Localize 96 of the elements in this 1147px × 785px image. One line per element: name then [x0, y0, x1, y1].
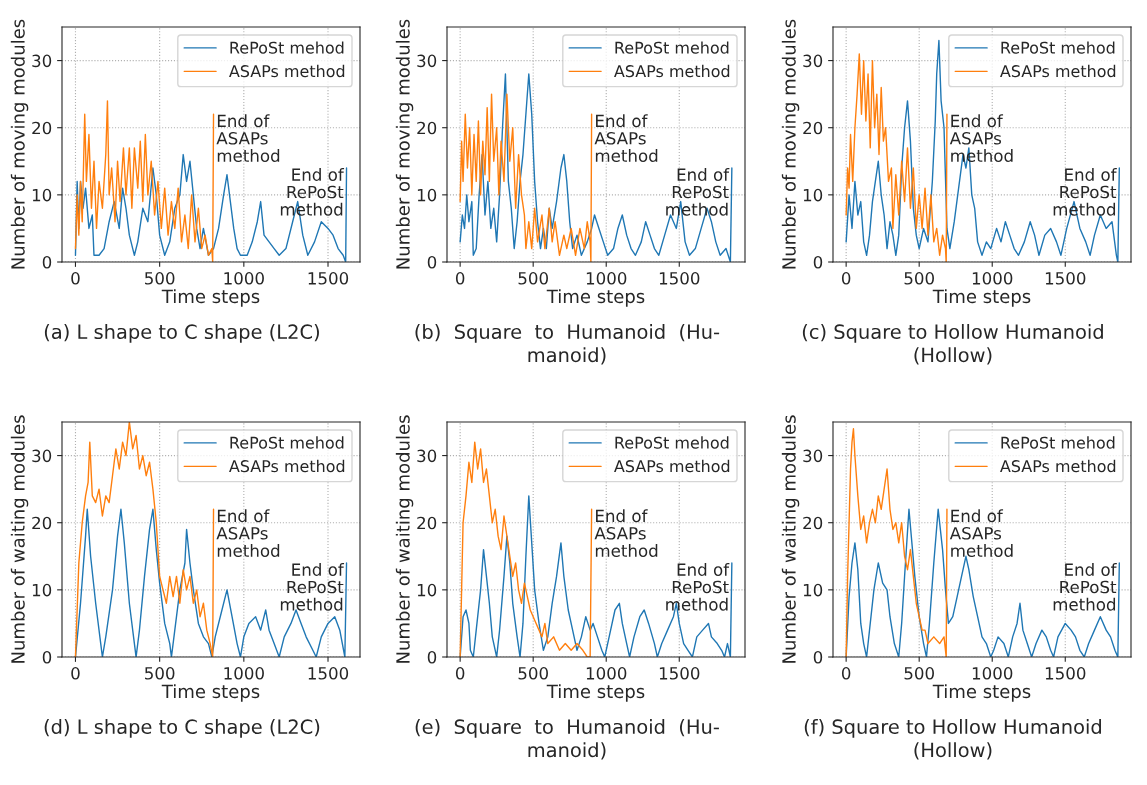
legend-label: ASAPs method — [1000, 64, 1116, 78]
line-series — [74, 422, 215, 657]
y-tick-label: 10 — [803, 188, 823, 202]
annotation: End of ASAPs method — [594, 509, 658, 557]
x-tick-label: 1000 — [586, 667, 627, 680]
y-tick-label: 20 — [803, 121, 823, 135]
annotation: End of ASAPs method — [216, 509, 280, 557]
x-tick-label: 1000 — [586, 272, 627, 285]
y-axis-title: Number of moving modules — [395, 19, 414, 269]
x-tick-label: 0 — [71, 667, 80, 680]
x-tick-label: 500 — [904, 272, 934, 285]
x-tick-label: 0 — [841, 667, 851, 680]
legend-label: ASAPs method — [229, 64, 345, 78]
x-tick-label: 500 — [518, 272, 548, 285]
line-series — [845, 53, 948, 262]
y-tick-label: 30 — [417, 449, 437, 463]
x-tick-label: 1500 — [659, 272, 700, 285]
x-tick-label: 500 — [145, 272, 175, 285]
x-axis-title: Time steps — [546, 684, 645, 702]
y-tick-label: 0 — [42, 255, 52, 269]
y-tick-label: 0 — [813, 650, 823, 664]
y-axis-title: Number of moving modules — [10, 19, 29, 269]
x-tick-label: 1500 — [659, 667, 700, 680]
y-tick-label: 10 — [32, 583, 52, 597]
x-tick-label: 1000 — [224, 667, 264, 680]
x-axis-title: Time steps — [932, 684, 1031, 702]
annotation: End of ASAPs method — [949, 509, 1013, 557]
x-tick-label: 500 — [145, 667, 175, 680]
text: (e) Square to Humanoid (Hu- manoid) — [415, 719, 719, 760]
annotation: End of RePoSt method — [666, 563, 730, 611]
y-axis-title: Number of moving modules — [781, 19, 800, 269]
x-tick-label: 500 — [904, 667, 934, 680]
annotation: End of RePoSt method — [280, 563, 345, 611]
y-tick-label: 30 — [32, 54, 52, 68]
line-series — [74, 508, 348, 657]
y-tick-label: 20 — [417, 516, 437, 530]
x-tick-label: 1500 — [1045, 272, 1086, 285]
y-tick-label: 30 — [803, 449, 823, 463]
x-tick-label: 500 — [518, 667, 548, 680]
annotation: End of ASAPs method — [216, 114, 280, 162]
text: (c) Square to Hollow Humanoid (Hollow) — [802, 324, 1103, 365]
legend-label: ASAPs method — [1000, 459, 1116, 473]
text: (b) Square to Humanoid (Hu- manoid) — [415, 324, 720, 365]
y-tick-label: 10 — [32, 188, 52, 202]
legend-label: ASAPs method — [229, 459, 345, 473]
x-axis-title: Time steps — [161, 684, 260, 702]
line-series — [845, 428, 948, 657]
x-tick-label: 1500 — [308, 667, 349, 680]
y-tick-label: 20 — [32, 121, 52, 135]
y-tick-label: 30 — [803, 54, 823, 68]
line-series — [459, 441, 593, 657]
x-axis-title: Time steps — [161, 289, 260, 307]
legend-label: ASAPs method — [614, 459, 730, 473]
y-tick-label: 0 — [427, 255, 437, 269]
y-tick-label: 0 — [42, 650, 52, 664]
y-tick-label: 0 — [427, 650, 437, 664]
y-tick-label: 10 — [417, 583, 437, 597]
y-axis-title: Number of waiting modules — [781, 415, 800, 663]
legend-label: RePoSt mehod — [615, 41, 729, 54]
legend-label: RePoSt mehod — [615, 436, 729, 449]
y-tick-label: 30 — [417, 54, 437, 68]
text: (d) L shape to C shape (L2C) — [44, 719, 320, 738]
x-axis-title: Time steps — [932, 289, 1031, 307]
y-tick-label: 20 — [32, 516, 52, 530]
y-tick-label: 10 — [417, 188, 437, 202]
x-tick-label: 0 — [455, 667, 465, 680]
line-series — [459, 495, 733, 657]
line-series — [845, 508, 1121, 657]
legend-label: RePoSt mehod — [230, 436, 344, 449]
y-tick-label: 0 — [813, 255, 823, 269]
x-tick-label: 0 — [841, 272, 851, 285]
y-axis-title: Number of waiting modules — [395, 415, 414, 663]
annotation: End of RePoSt method — [1053, 563, 1117, 611]
y-tick-label: 20 — [803, 516, 823, 530]
line-series — [74, 100, 215, 262]
x-tick-label: 0 — [455, 272, 465, 285]
annotation: End of ASAPs method — [594, 114, 658, 162]
line-series — [459, 93, 593, 262]
y-tick-label: 10 — [803, 583, 823, 597]
x-tick-label: 0 — [71, 272, 80, 285]
x-tick-label: 1500 — [1045, 667, 1086, 680]
x-tick-label: 1000 — [972, 272, 1013, 285]
y-tick-label: 20 — [417, 121, 437, 135]
text: (a) L shape to C shape (L2C) — [44, 324, 319, 343]
text: (f) Square to Hollow Humanoid (Hollow) — [804, 719, 1101, 760]
legend-label: RePoSt mehod — [1001, 436, 1115, 449]
legend-label: RePoSt mehod — [1001, 41, 1115, 54]
y-tick-label: 30 — [32, 449, 52, 463]
x-tick-label: 1000 — [224, 272, 264, 285]
x-axis-title: Time steps — [546, 289, 645, 307]
line-series — [845, 39, 1121, 262]
x-tick-label: 1500 — [308, 272, 349, 285]
x-tick-label: 1000 — [972, 667, 1013, 680]
legend-label: RePoSt mehod — [230, 41, 344, 54]
legend-label: ASAPs method — [614, 64, 730, 78]
y-axis-title: Number of waiting modules — [10, 415, 29, 663]
